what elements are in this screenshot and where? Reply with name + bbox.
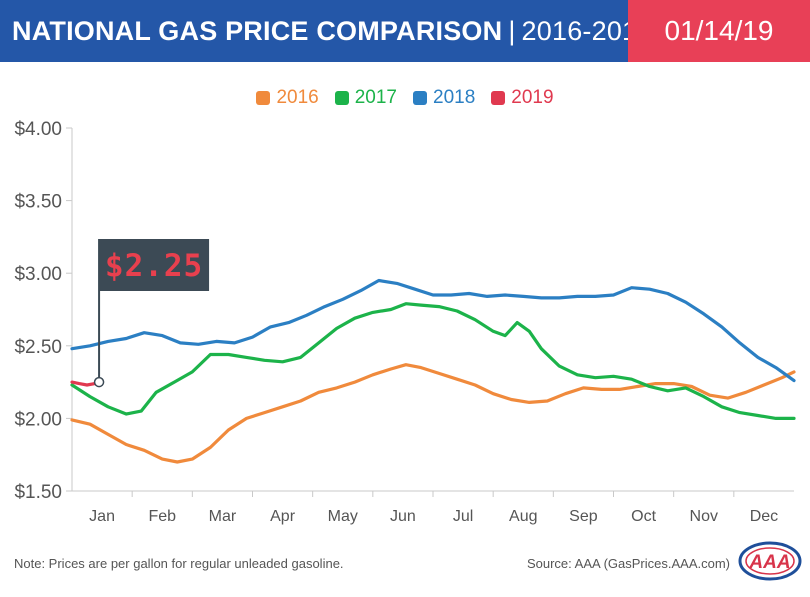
x-tick-label: Jun [390,508,416,525]
legend-swatch [334,91,349,105]
x-tick-label: Nov [690,508,718,525]
y-tick-label: $3.00 [14,264,62,285]
date-badge: 01/14/19 [628,0,810,62]
legend-label: 2017 [354,87,397,108]
legend-label: 2019 [511,87,554,108]
aaa-logo: AAA [738,541,802,581]
y-tick-label: $2.50 [14,337,62,358]
x-tick-label: Oct [631,508,656,525]
y-tick-label: $2.00 [14,409,62,430]
series-line-2018 [70,278,796,383]
x-tick-label: Dec [750,508,778,525]
series-line-2017 [70,302,796,420]
x-tick-label: Jul [453,508,473,525]
flag-label: $2.25 [105,248,203,284]
footnote: Note: Prices are per gallon for regular … [14,556,344,571]
x-tick-label: Aug [509,508,537,525]
source-credit: Source: AAA (GasPrices.AAA.com) [526,556,730,571]
legend-item-2016: 2016 [256,87,319,109]
chart-legend: 2016 2017 2018 2019 [0,86,810,110]
y-tick-label: $4.00 [14,119,62,140]
x-tick-label: Sep [569,508,598,525]
x-tick-label: May [328,508,358,525]
x-tick-label: Jan [89,508,115,525]
flag-box [99,239,210,291]
legend-label: 2018 [433,87,476,108]
title-separator: | [508,16,516,46]
legend-swatch [413,91,427,105]
legend-swatch [256,91,271,105]
svg-text:AAA: AAA [748,552,790,573]
x-tick-label: Mar [209,508,237,525]
x-tick-label: Apr [270,508,296,525]
series-line-2016 [70,363,796,464]
y-tick-label: $1.50 [14,482,62,503]
current-price-dot [93,376,105,388]
y-tick-label: $3.50 [14,192,62,213]
legend-item-2017: 2017 [334,87,397,109]
x-tick-label: Feb [148,508,176,525]
header-bar: NATIONAL GAS PRICE COMPARISON | 2016-2019 … [0,0,810,62]
title-main: NATIONAL GAS PRICE COMPARISON [12,16,503,46]
legend-label: 2016 [276,87,319,108]
legend-item-2018: 2018 [413,87,475,109]
legend-swatch [491,91,506,105]
legend-item-2019: 2019 [491,87,554,109]
